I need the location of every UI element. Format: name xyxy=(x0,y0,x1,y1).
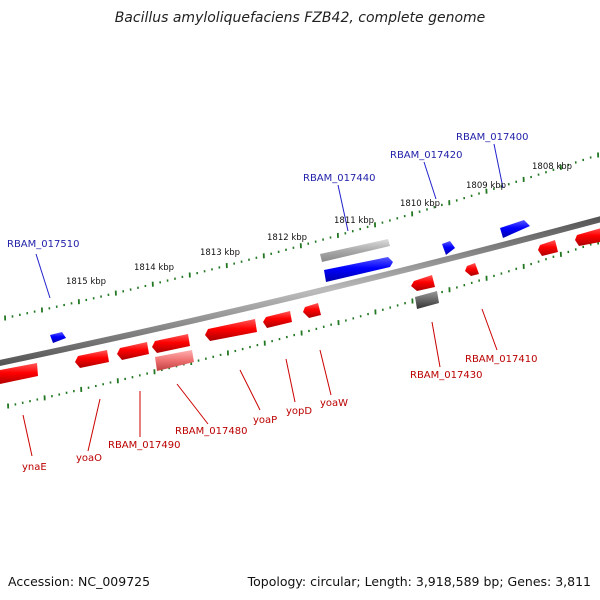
gene-yoaP[interactable] xyxy=(205,319,257,341)
scale-label-1815: 1815 kbp xyxy=(66,277,106,287)
gene-label-yoaP[interactable]: yoaP xyxy=(253,415,277,426)
gene-RBAM_017440-shadow[interactable] xyxy=(320,239,390,262)
leader-lines xyxy=(22,143,504,457)
gene-label-RBAM_017420[interactable]: RBAM_017420 xyxy=(390,150,462,161)
scale-ticks-forward xyxy=(4,152,600,321)
gene-yoaW[interactable] xyxy=(303,303,321,318)
gene-RBAM_017510[interactable] xyxy=(50,332,66,343)
gene-label-RBAM_017440[interactable]: RBAM_017440 xyxy=(303,173,375,184)
gene-RBAM_017490[interactable] xyxy=(117,342,149,360)
accession-text: Accession: NC_009725 xyxy=(8,574,151,589)
gene-red-2[interactable] xyxy=(575,227,600,246)
scale-label-1811: 1811 kbp xyxy=(334,216,374,226)
gene-RBAM_017400[interactable] xyxy=(500,220,530,238)
gene-red-1[interactable] xyxy=(538,240,558,256)
scale-label-1812: 1812 kbp xyxy=(267,233,307,243)
reverse-genes xyxy=(0,227,600,385)
gene-label-RBAM_017510[interactable]: RBAM_017510 xyxy=(7,239,79,250)
map-title: Bacillus amyloliquefaciens FZB42, comple… xyxy=(114,10,486,26)
scale-label-1808: 1808 kbp xyxy=(532,162,572,172)
gene-RBAM_017440[interactable] xyxy=(324,257,393,282)
gene-RBAM_017480[interactable] xyxy=(152,334,190,353)
gene-label-RBAM_017410[interactable]: RBAM_017410 xyxy=(465,354,537,365)
gene-RBAM_017480-shadow[interactable] xyxy=(155,350,194,371)
gene-yoaO[interactable] xyxy=(75,350,109,368)
scale-label-1810: 1810 kbp xyxy=(400,199,440,209)
gene-ynaE[interactable] xyxy=(0,363,38,385)
gene-RBAM_017420[interactable] xyxy=(442,241,455,255)
gene-label-RBAM_017490[interactable]: RBAM_017490 xyxy=(108,440,180,451)
gene-label-yopD[interactable]: yopD xyxy=(286,406,312,417)
genome-backbone xyxy=(0,216,600,367)
scale-label-1814: 1814 kbp xyxy=(134,263,174,273)
gene-label-RBAM_017480[interactable]: RBAM_017480 xyxy=(175,426,247,437)
gene-RBAM_017430-shadow[interactable] xyxy=(415,291,439,309)
gene-label-RBAM_017400[interactable]: RBAM_017400 xyxy=(456,132,528,143)
genome-summary-text: Topology: circular; Length: 3,918,589 bp… xyxy=(247,574,591,589)
gene-RBAM_017430[interactable] xyxy=(411,275,435,291)
forward-gene-labels: RBAM_017400 RBAM_017420 RBAM_017440 RBAM… xyxy=(7,132,528,250)
gene-RBAM_017410[interactable] xyxy=(465,263,479,276)
gene-label-yoaW[interactable]: yoaW xyxy=(320,398,348,409)
scale-labels: 1808 kbp 1809 kbp 1810 kbp 1811 kbp 1812… xyxy=(66,162,572,287)
scale-label-1809: 1809 kbp xyxy=(466,181,506,191)
forward-genes xyxy=(50,220,530,343)
gene-label-ynaE[interactable]: ynaE xyxy=(22,462,47,473)
scale-label-1813: 1813 kbp xyxy=(200,248,240,258)
scale-ticks-reverse xyxy=(7,239,600,409)
gene-yopD[interactable] xyxy=(263,311,292,328)
gene-label-RBAM_017430[interactable]: RBAM_017430 xyxy=(410,370,482,381)
reverse-gene-labels: RBAM_017410 RBAM_017430 yoaW yopD yoaP R… xyxy=(22,354,537,473)
gene-label-yoaO[interactable]: yoaO xyxy=(76,453,102,464)
